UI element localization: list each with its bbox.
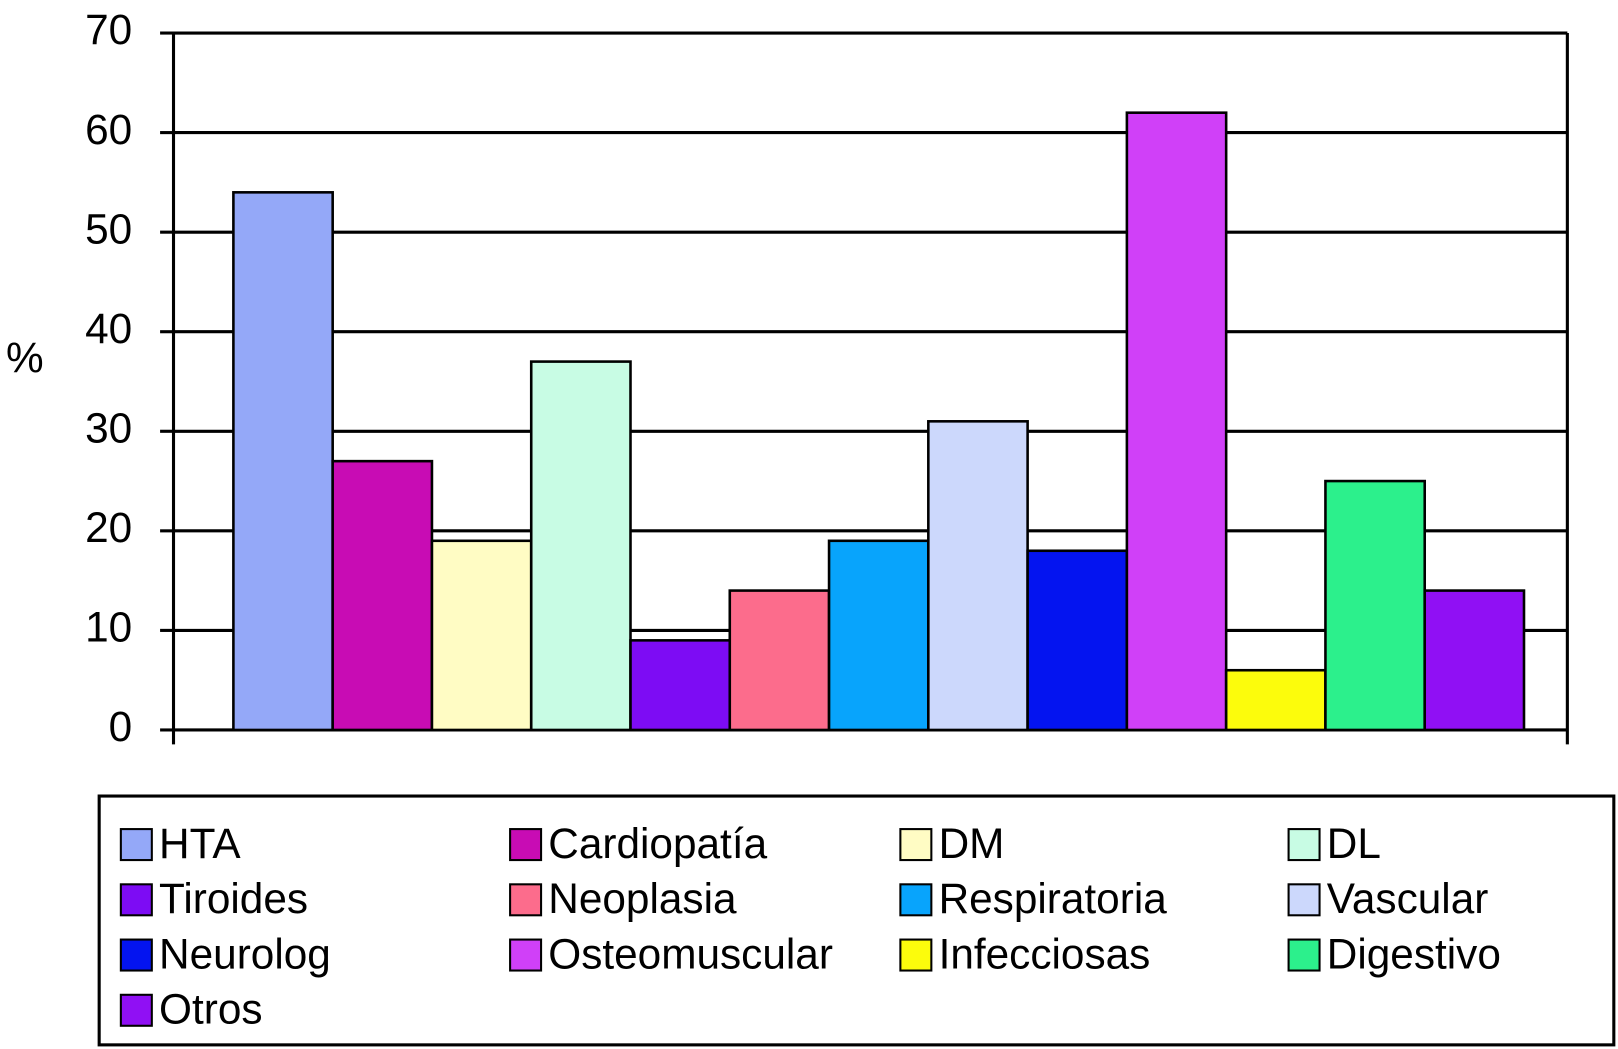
- legend-swatch: [509, 938, 543, 972]
- legend-label: Cardiopatía: [548, 820, 767, 867]
- legend-label: Neoplasia: [548, 875, 737, 922]
- bar: [232, 191, 334, 732]
- y-tick-label: 70: [85, 6, 132, 53]
- legend-swatch: [899, 828, 933, 862]
- bar: [1423, 589, 1526, 732]
- y-axis-label: %: [6, 335, 44, 382]
- bar: [728, 589, 831, 732]
- legend-label: HTA: [159, 820, 241, 867]
- bar: [1026, 549, 1129, 732]
- bar: [1324, 479, 1427, 732]
- bar: [1125, 111, 1228, 732]
- bar: [331, 459, 434, 732]
- y-tick-label: 40: [85, 305, 132, 352]
- legend-label: DL: [1327, 820, 1381, 867]
- legend-label: Respiratoria: [939, 875, 1168, 922]
- legend-swatch: [509, 883, 543, 917]
- legend-swatch: [119, 938, 153, 972]
- bar: [827, 539, 930, 732]
- y-tick-label: 10: [85, 604, 132, 651]
- legend-box: [97, 794, 1616, 1047]
- y-tick-label: 50: [85, 205, 132, 252]
- legend-label: Tiroides: [159, 875, 308, 922]
- bar: [927, 420, 1029, 732]
- bar: [430, 539, 533, 732]
- legend-label: Osteomuscular: [548, 930, 833, 977]
- y-tick-label: 60: [85, 106, 132, 153]
- bar: [1224, 668, 1327, 732]
- legend-swatch: [899, 938, 933, 972]
- legend-label: Vascular: [1327, 875, 1489, 922]
- legend-swatch: [899, 883, 933, 917]
- legend-label: Infecciosas: [939, 930, 1151, 977]
- legend-label: Digestivo: [1327, 930, 1501, 977]
- legend-label: Neurolog: [159, 930, 331, 977]
- legend-swatch: [1287, 828, 1321, 862]
- bar: [629, 639, 732, 732]
- legend-label: Otros: [159, 986, 262, 1033]
- bar: [529, 360, 632, 732]
- legend-swatch: [509, 828, 543, 862]
- legend-label: DM: [939, 820, 1005, 867]
- legend-swatch: [1287, 883, 1321, 917]
- legend-swatch: [119, 993, 153, 1027]
- legend-swatch: [119, 883, 153, 917]
- y-tick-label: 20: [85, 504, 132, 551]
- legend-swatch: [119, 828, 153, 862]
- y-tick-label: 30: [85, 404, 132, 451]
- y-tick-label: 0: [109, 703, 133, 750]
- legend-swatch: [1287, 938, 1321, 972]
